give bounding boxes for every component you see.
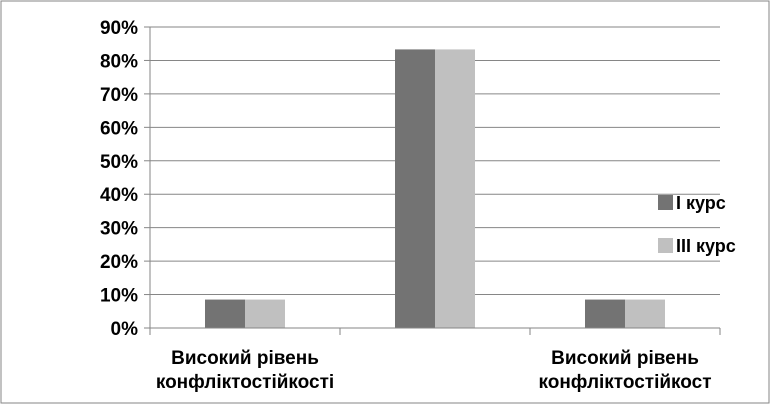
y-tick-label: 60%: [100, 118, 138, 139]
x-category-label: Високий рівень: [551, 348, 699, 369]
legend-label-1: I курс: [676, 193, 726, 213]
legend: I курс III курс: [658, 193, 736, 256]
bars: [205, 49, 665, 328]
bar-2-category-2: [435, 49, 475, 328]
legend-swatch-1: [658, 195, 673, 210]
y-tick-label: 0%: [111, 319, 139, 340]
bar-2-category-3: [625, 299, 665, 328]
bar-2-category-1: [245, 299, 285, 328]
bar-1-category-1: [205, 299, 245, 328]
x-category-label: Високий рівень: [171, 348, 319, 369]
bar-1-category-3: [585, 299, 625, 328]
y-tick-label: 50%: [100, 152, 138, 173]
y-tick-label: 30%: [100, 219, 138, 240]
y-tick-label: 40%: [100, 185, 138, 206]
y-tick-labels: 0% 10% 20% 30% 40% 50% 60% 70% 80% 90%: [100, 18, 138, 340]
y-tick-label: 90%: [100, 18, 138, 39]
x-category-label: конфліктостійкост: [538, 372, 711, 393]
bar-1-category-2: [395, 49, 435, 328]
y-tick-label: 20%: [100, 252, 138, 273]
x-category-label: конфліктостійкості: [156, 372, 334, 393]
y-tick-label: 70%: [100, 85, 138, 106]
y-tick-label: 80%: [100, 51, 138, 72]
legend-label-2: III курс: [676, 236, 736, 256]
axes: [144, 26, 721, 335]
legend-swatch-2: [658, 238, 673, 253]
y-tick-label: 10%: [100, 286, 138, 307]
x-category-labels: Високий рівень конфліктостійкості Високий …: [156, 348, 712, 393]
